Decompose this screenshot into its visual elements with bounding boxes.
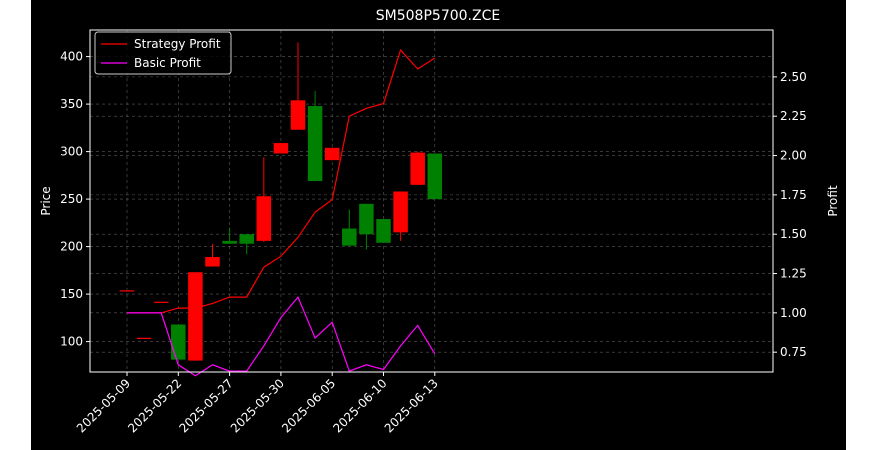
legend-box [94, 31, 232, 75]
candle-body [427, 153, 443, 200]
y-tick-label-right: 1.75 [780, 188, 807, 202]
candle-body [136, 337, 152, 339]
y-tick-label-right: 0.75 [780, 345, 807, 359]
candle-body [290, 100, 306, 130]
x-tick-label: 2025-06-10 [330, 376, 389, 435]
candle-body [205, 257, 220, 267]
candle-body [119, 290, 135, 292]
y-tick-label-right: 1.00 [780, 306, 807, 320]
x-tick-label: 2025-06-05 [279, 376, 338, 435]
y-tick-label-right: 2.25 [780, 109, 807, 123]
candle-body [188, 272, 203, 361]
candle-body [171, 324, 186, 360]
legend-label-basic-profit: Basic Profit [134, 56, 201, 70]
chart-title: SM508P5700.ZCE [376, 8, 500, 24]
profit-lines [127, 48, 436, 377]
candle-body [359, 203, 374, 235]
x-tick-label: 2025-06-13 [382, 376, 441, 435]
y-tick-label-left: 400 [60, 50, 83, 64]
strategy-profit-line [127, 48, 436, 314]
candle-body [273, 143, 289, 154]
candle-body [222, 240, 237, 244]
legend-label-strategy-profit: Strategy Profit [134, 37, 221, 51]
candle-body [410, 152, 425, 185]
candlestick-chart: 100 150 200 250 300 350 400 0.75 1.00 1.25 1.50 1.7… [39, 8, 840, 435]
candle-body [393, 191, 408, 233]
candles [119, 42, 443, 361]
y-tick-label-left: 150 [60, 287, 83, 301]
y-tick-label-left: 100 [60, 335, 83, 349]
candle-body [153, 301, 169, 303]
y-axis-label-right: Profit [826, 185, 840, 217]
candle-body [342, 228, 357, 246]
y-tick-label-left: 350 [60, 97, 83, 111]
axes: 100 150 200 250 300 350 400 0.75 1.00 1.25 1.50 1.7… [60, 29, 807, 435]
basic-profit-line [127, 295, 436, 377]
candle-body [256, 196, 272, 241]
y-tick-label-right: 1.50 [780, 227, 807, 241]
y-tick-label-right: 1.25 [780, 267, 807, 281]
x-tick-label: 2025-05-30 [228, 376, 287, 435]
y-tick-label-left: 200 [60, 240, 83, 254]
y-tick-label-right: 2.00 [780, 149, 807, 163]
candle-body [376, 219, 391, 243]
grid [90, 30, 773, 372]
y-axis-label-left: Price [39, 186, 53, 215]
candle-body [307, 106, 323, 182]
chart-figure: 100 150 200 250 300 350 400 0.75 1.00 1.25 1.50 1.7… [31, 0, 846, 450]
x-tick-label: 2025-05-22 [125, 376, 184, 435]
legend: Strategy Profit Basic Profit [94, 31, 232, 75]
y-tick-label-left: 300 [60, 145, 83, 159]
y-tick-label-right: 2.50 [780, 70, 807, 84]
candle-body [239, 234, 254, 244]
y-tick-label-left: 250 [60, 192, 83, 206]
x-tick-label: 2025-05-09 [74, 376, 133, 435]
plot-frame [89, 29, 774, 373]
candle-body [324, 147, 340, 161]
x-tick-label: 2025-05-27 [177, 376, 236, 435]
